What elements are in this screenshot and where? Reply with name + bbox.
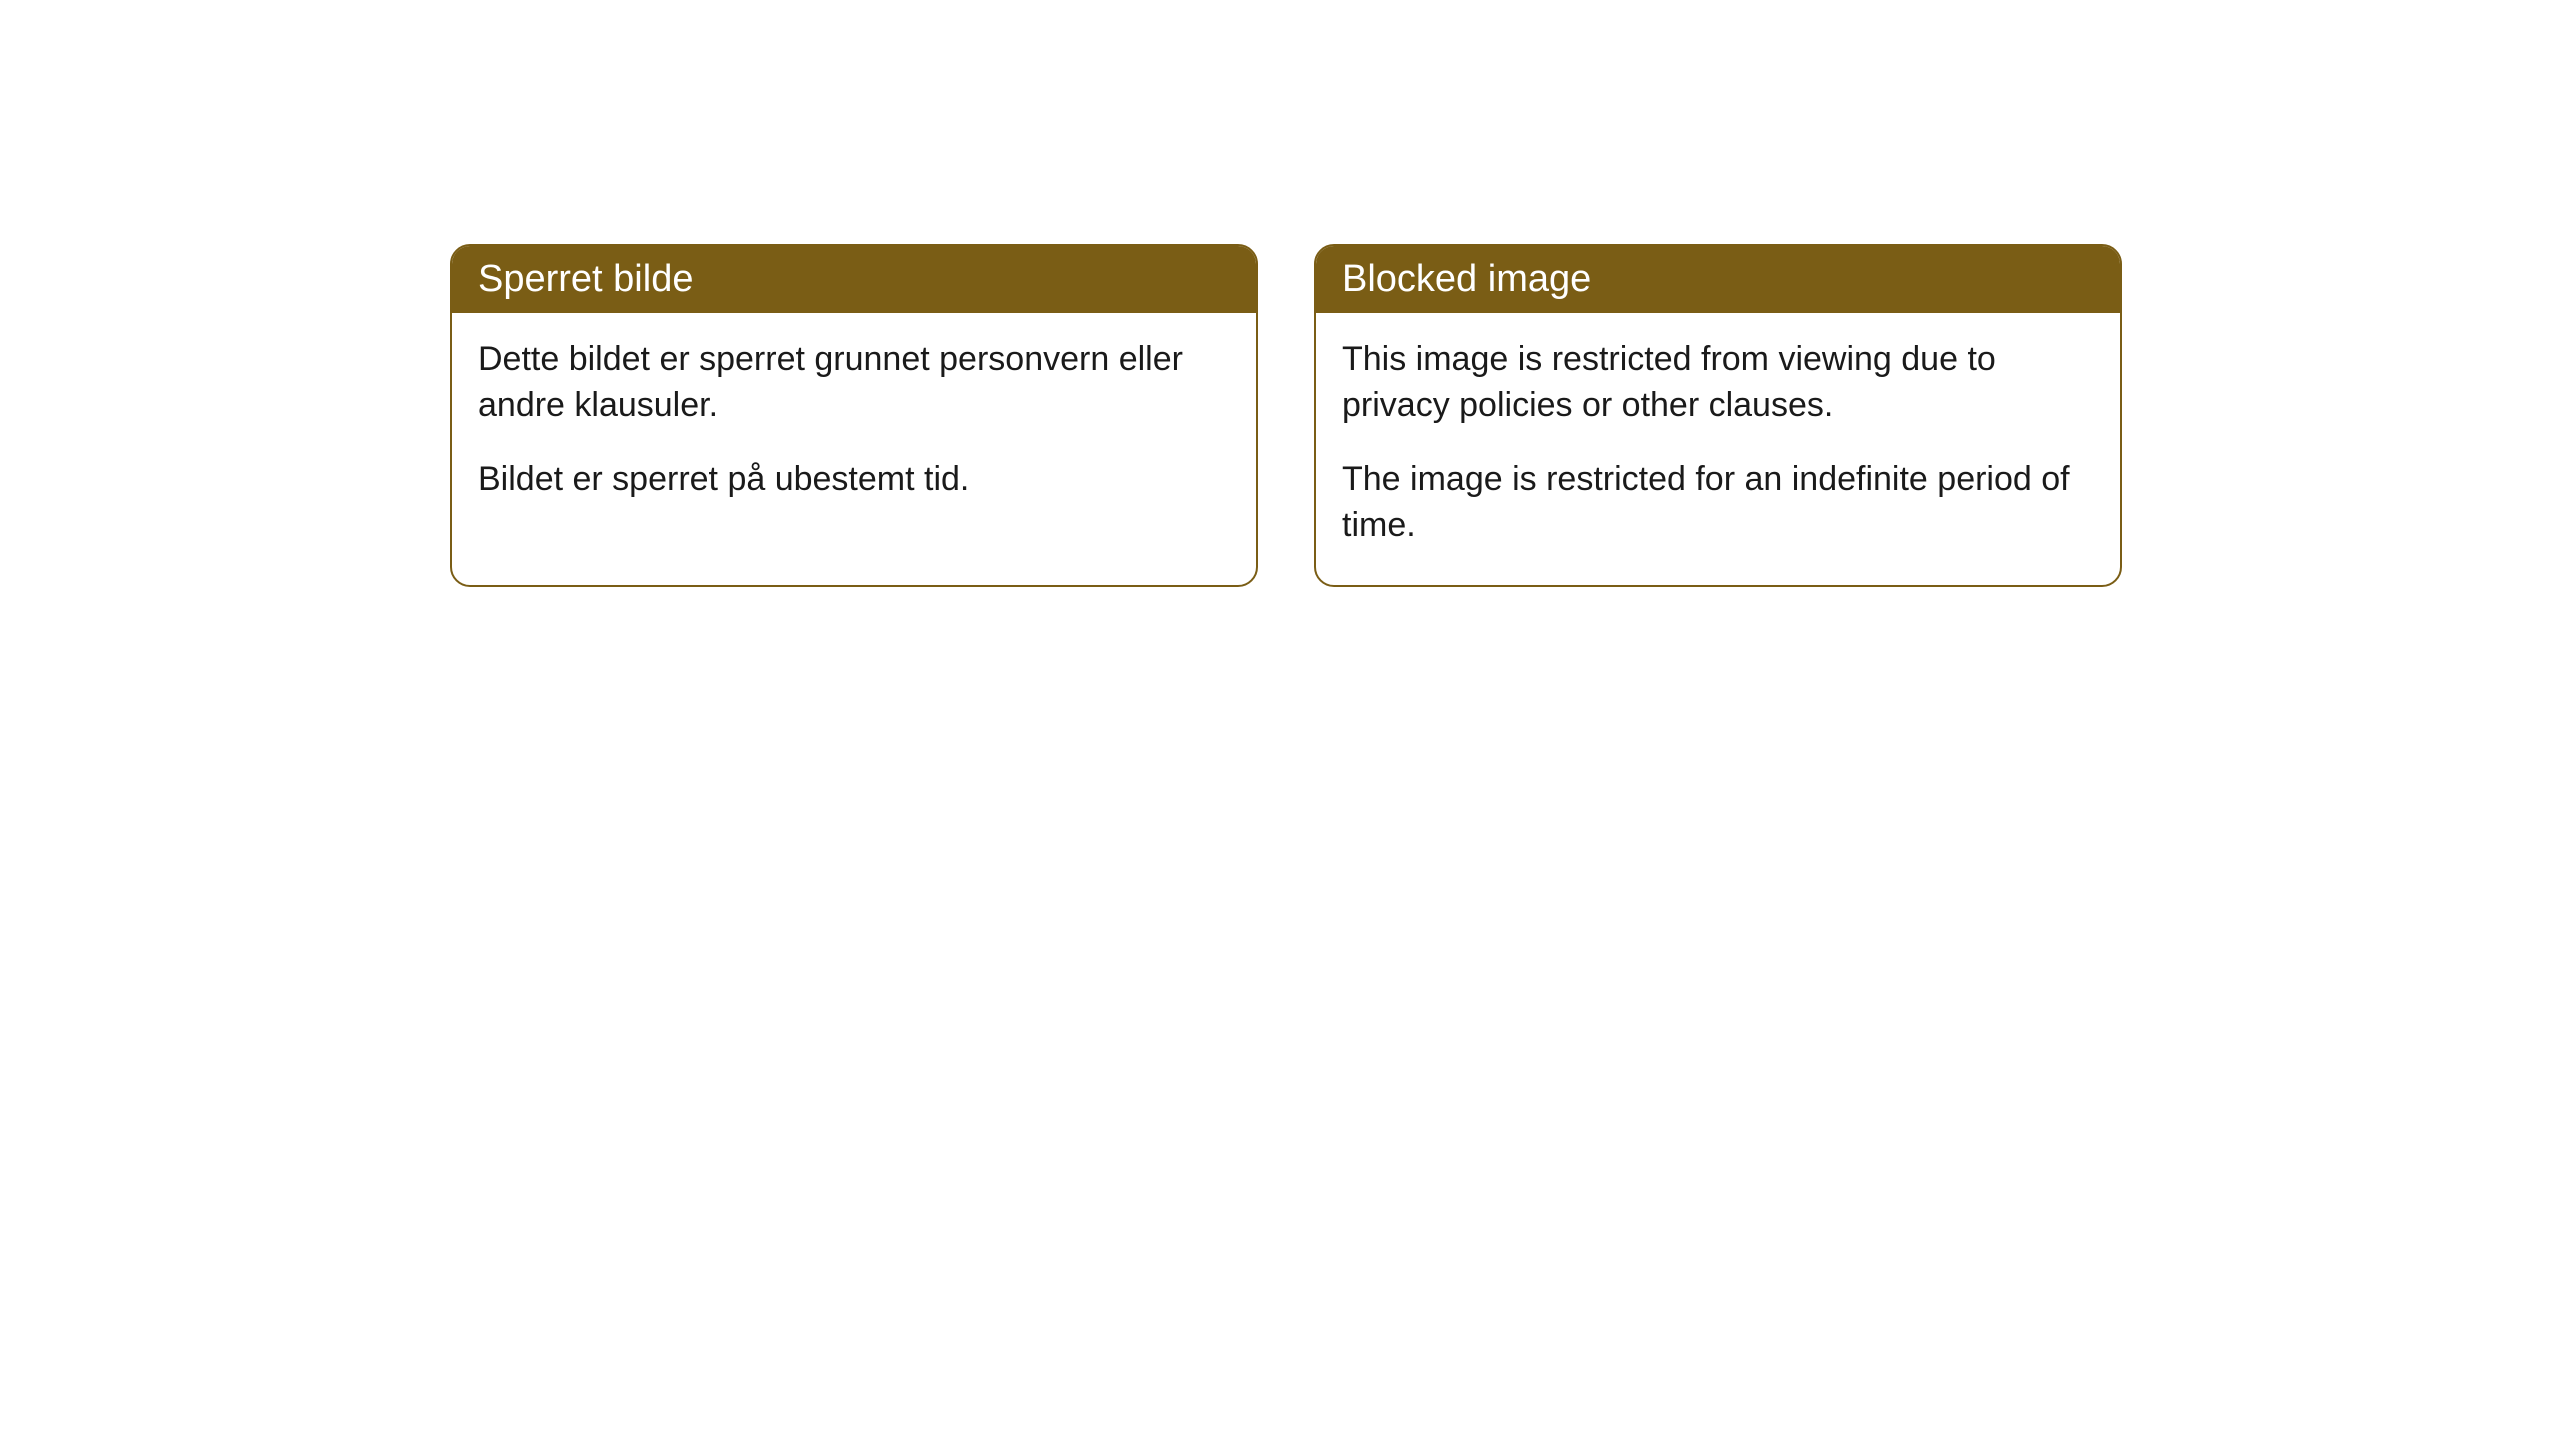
card-paragraph: The image is restricted for an indefinit…	[1342, 457, 2094, 549]
card-body: Dette bildet er sperret grunnet personve…	[452, 313, 1256, 539]
notice-card-norwegian: Sperret bilde Dette bildet er sperret gr…	[450, 244, 1258, 587]
card-paragraph: Bildet er sperret på ubestemt tid.	[478, 457, 1230, 503]
card-body: This image is restricted from viewing du…	[1316, 313, 2120, 585]
card-header: Blocked image	[1316, 246, 2120, 313]
card-title: Blocked image	[1342, 258, 1591, 300]
card-title: Sperret bilde	[478, 258, 693, 300]
card-paragraph: This image is restricted from viewing du…	[1342, 337, 2094, 429]
card-paragraph: Dette bildet er sperret grunnet personve…	[478, 337, 1230, 429]
notice-cards-container: Sperret bilde Dette bildet er sperret gr…	[450, 244, 2122, 587]
card-header: Sperret bilde	[452, 246, 1256, 313]
notice-card-english: Blocked image This image is restricted f…	[1314, 244, 2122, 587]
